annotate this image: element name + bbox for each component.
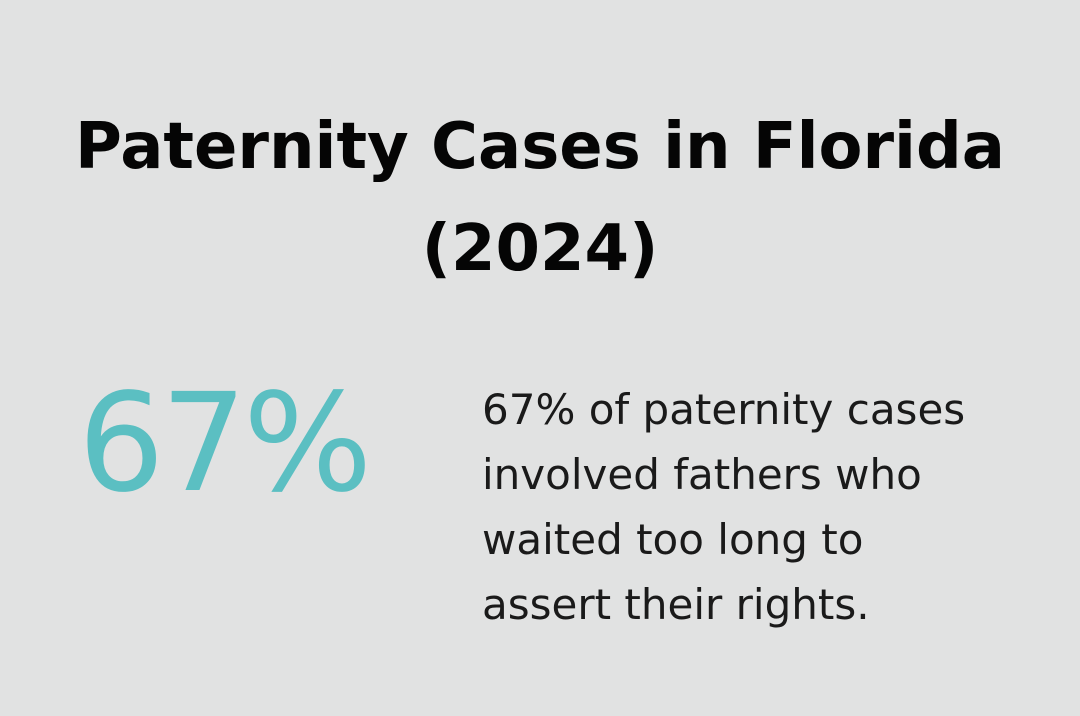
stat-description-line: 67% of paternity cases: [482, 385, 966, 434]
stat-description-line: assert their rights.: [482, 580, 870, 629]
stat-description-line: involved fathers who: [482, 450, 922, 499]
stat-description: 67% of paternity cases involved fathers …: [482, 377, 1002, 637]
stat-description-line: waited too long to: [482, 515, 864, 564]
stat-value: 67%: [78, 365, 372, 523]
page-title-line-2: (2024): [421, 212, 659, 286]
page-title: Paternity Cases in Florida (2024): [0, 96, 1080, 300]
page-title-line-1: Paternity Cases in Florida: [75, 110, 1005, 184]
